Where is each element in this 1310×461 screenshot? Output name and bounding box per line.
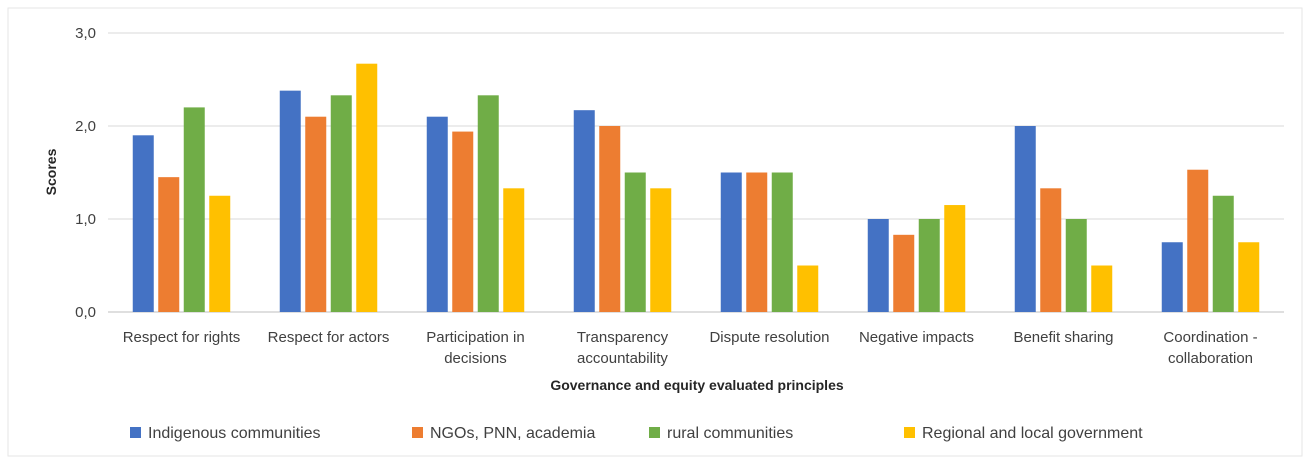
legend-swatch bbox=[412, 427, 423, 438]
bar bbox=[867, 219, 889, 312]
gridlines bbox=[108, 32, 1284, 313]
bar bbox=[183, 107, 205, 313]
x-category-label: Coordination -collaboration bbox=[1163, 329, 1257, 367]
legend-label: NGOs, PNN, academia bbox=[430, 425, 595, 442]
x-category-labels: Respect for rights Respect for actors Part… bbox=[123, 329, 1258, 367]
y-tick-label: 0,0 bbox=[75, 304, 96, 321]
legend-label: Indigenous communities bbox=[148, 425, 321, 442]
y-tick-label: 2,0 bbox=[75, 118, 96, 135]
bar bbox=[158, 177, 180, 312]
bar bbox=[356, 63, 378, 312]
bar bbox=[1161, 242, 1183, 312]
bar bbox=[746, 172, 768, 312]
x-category-label: Respect for rights bbox=[123, 329, 241, 346]
bar bbox=[650, 188, 672, 312]
bar bbox=[720, 172, 742, 312]
x-category-label: Respect for actors bbox=[268, 329, 390, 346]
x-category-label: Benefit sharing bbox=[1013, 329, 1113, 346]
legend-swatch bbox=[649, 427, 660, 438]
bar bbox=[944, 205, 966, 312]
bar bbox=[279, 90, 301, 312]
bar bbox=[305, 116, 327, 312]
bar bbox=[1065, 219, 1087, 312]
x-category-label: Participation in decisions bbox=[426, 329, 524, 367]
bar bbox=[1040, 188, 1062, 312]
x-axis-title: Governance and equity evaluated principl… bbox=[550, 377, 844, 393]
x-category-label: Negative impacts bbox=[859, 329, 974, 346]
bar bbox=[1238, 242, 1260, 312]
bar bbox=[209, 195, 231, 312]
legend: Indigenous communities NGOs, PNN, academi… bbox=[130, 425, 1143, 442]
x-category-label: Transparency accountability bbox=[577, 329, 669, 367]
bar bbox=[132, 135, 154, 312]
bar bbox=[771, 172, 793, 312]
chart-frame bbox=[7, 7, 1303, 457]
bar bbox=[330, 95, 352, 312]
y-tick-label: 3,0 bbox=[75, 25, 96, 42]
bar bbox=[797, 265, 819, 312]
bar bbox=[599, 126, 621, 312]
bar bbox=[1091, 265, 1113, 312]
x-category-label: Dispute resolution bbox=[709, 329, 829, 346]
bar bbox=[1187, 169, 1209, 312]
legend-swatch bbox=[904, 427, 915, 438]
bar bbox=[624, 172, 646, 312]
legend-label: rural communities bbox=[667, 425, 793, 442]
legend-label: Regional and local government bbox=[922, 425, 1143, 442]
bar bbox=[573, 110, 595, 312]
bar bbox=[503, 188, 525, 312]
y-axis-title: Scores bbox=[43, 148, 59, 195]
y-tick-labels: 0,0 1,0 2,0 3,0 bbox=[75, 25, 96, 321]
bars bbox=[132, 63, 1260, 313]
bar bbox=[477, 95, 499, 312]
y-tick-label: 1,0 bbox=[75, 211, 96, 228]
bar bbox=[426, 116, 448, 312]
bar bbox=[918, 219, 940, 312]
bar bbox=[893, 234, 915, 312]
bar bbox=[452, 131, 474, 312]
bar bbox=[1014, 126, 1036, 312]
legend-swatch bbox=[130, 427, 141, 438]
bar bbox=[1212, 195, 1234, 312]
